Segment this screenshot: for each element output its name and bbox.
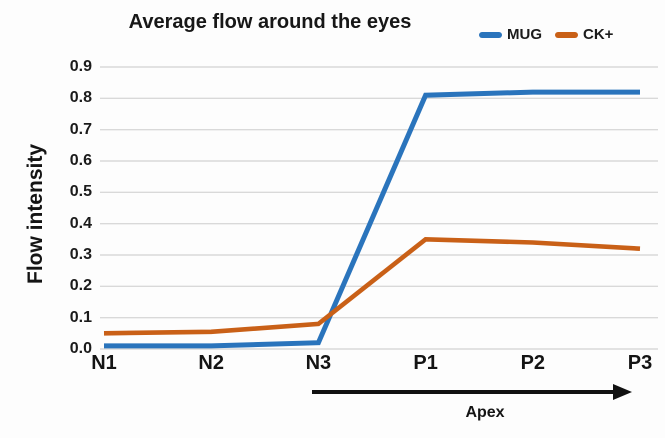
legend-item-ck: CK+ xyxy=(555,26,613,43)
apex-annotation-label: Apex xyxy=(465,404,505,421)
y-tick-label: 0.5 xyxy=(69,183,92,201)
y-tick-label: 0.9 xyxy=(69,58,92,75)
legend-label-ck: CK+ xyxy=(583,26,614,43)
legend-swatch-ck-icon xyxy=(555,31,578,38)
legend-item-mug: MUG xyxy=(479,26,542,43)
x-tick-label: P3 xyxy=(627,352,653,374)
y-tick-label: 0.2 xyxy=(69,277,92,295)
y-tick-label: 0.4 xyxy=(69,214,92,232)
x-tick-label: P2 xyxy=(520,352,546,374)
series-line-ck xyxy=(103,236,641,336)
series-line-mug xyxy=(104,89,640,349)
x-tick-label: P1 xyxy=(413,352,438,374)
x-tick-label: N3 xyxy=(305,352,332,374)
apex-arrow-icon xyxy=(312,384,632,400)
legend: MUG CK+ xyxy=(479,26,613,43)
x-tick-label: N2 xyxy=(198,352,224,374)
y-tick-label: 0.7 xyxy=(69,120,92,138)
y-tick-label: 0.3 xyxy=(69,246,92,263)
y-tick-label: 0.1 xyxy=(69,308,92,326)
y-tick-label: 0.8 xyxy=(69,89,92,107)
y-tick-label: 0.6 xyxy=(69,152,92,169)
x-tick-label: N1 xyxy=(91,352,117,374)
legend-swatch-mug-icon xyxy=(479,31,502,38)
legend-label-mug: MUG xyxy=(507,26,542,43)
y-tick-label: 0.0 xyxy=(69,340,92,357)
chart-title: Average flow around the eyes xyxy=(128,11,412,33)
